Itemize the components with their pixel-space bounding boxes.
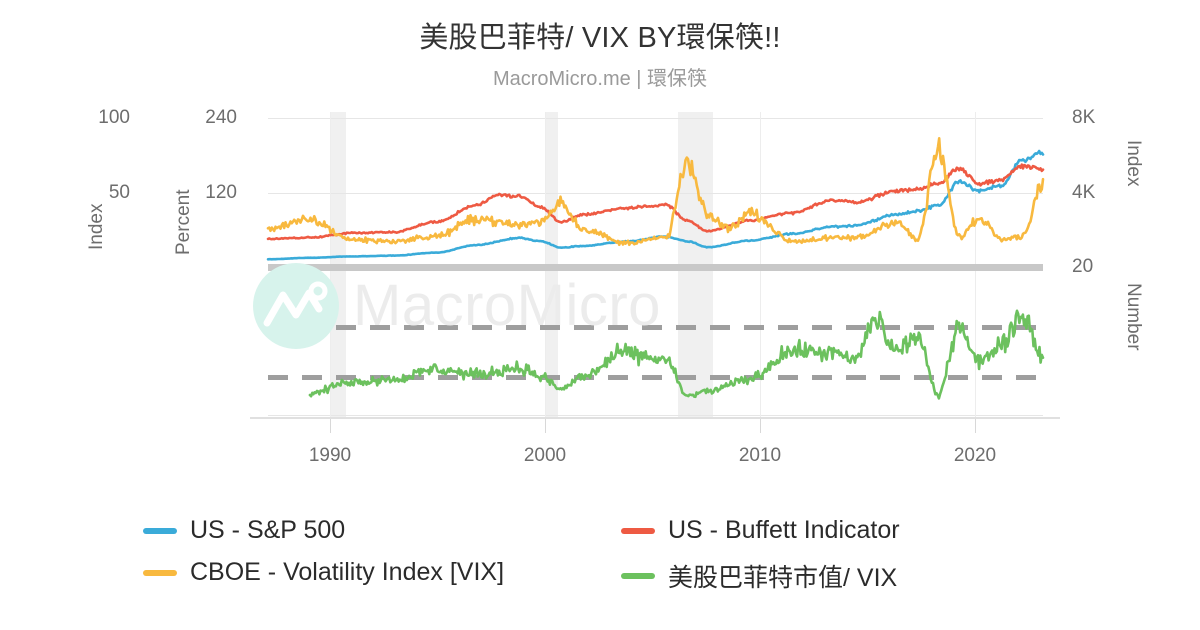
x-tick-label-2010: 2010 [738, 445, 782, 466]
axis-title-left-outer: Index [86, 203, 107, 250]
tick-left-inner-1: 120 [205, 182, 237, 203]
x-tick-mark-1990 [330, 419, 331, 433]
x-tick-mark-2020 [975, 419, 976, 433]
tick-left-outer-1: 50 [108, 182, 130, 203]
gridline-top [268, 118, 1043, 119]
legend-swatch-sp500 [143, 527, 177, 534]
page-subtitle: MacroMicro.me | 環保筷 [492, 68, 708, 90]
x-axis-line [250, 417, 1060, 419]
legend-swatch-buffett-indicator [621, 527, 655, 534]
legend-label-vix: CBOE - Volatility Index [VIX] [190, 558, 505, 586]
x-tick-label-1990: 1990 [308, 445, 352, 466]
axis-title-right-upper: Index [1123, 140, 1144, 187]
reference-line-solid-20 [268, 264, 1043, 271]
tick-right-upper-0: 8K [1072, 107, 1096, 128]
x-tick-label-2000: 2000 [523, 445, 567, 466]
reference-line-dashed-lower [268, 375, 1043, 380]
plot-area [250, 112, 1060, 433]
gridline-mid [268, 193, 1043, 194]
legend-swatch-buffett-over-vix [621, 573, 655, 579]
series-canvas [266, 137, 1045, 400]
legend-swatch-vix [143, 569, 177, 576]
tick-left-outer-0: 100 [98, 107, 130, 128]
x-tick-mark-2000 [545, 419, 546, 433]
axis-title-right-lower: Number [1123, 283, 1144, 351]
tick-left-inner-0: 240 [205, 107, 237, 128]
legend-label-buffett-indicator: US - Buffett Indicator [668, 516, 900, 544]
series-line-US - Buffett Indicator [266, 163, 1045, 241]
legend-item-buffett-over-vix[interactable]: 美股巴菲特市值/ VIX [621, 558, 897, 594]
legend-item-vix[interactable]: CBOE - Volatility Index [VIX] [143, 558, 504, 587]
gridline-bottom [268, 415, 1043, 416]
tick-right-lower-0: 20 [1072, 256, 1094, 277]
tick-right-upper-1: 4K [1072, 182, 1096, 203]
series-line-美股巴菲特市值/ VIX [308, 309, 1045, 400]
reference-line-dashed-upper [268, 325, 1043, 330]
legend-item-buffett-indicator[interactable]: US - Buffett Indicator [621, 516, 900, 545]
x-tick-label-2020: 2020 [953, 445, 997, 466]
series-line-CBOE - Volatility Index [VIX] [266, 137, 1045, 247]
legend-label-sp500: US - S&P 500 [190, 516, 346, 544]
page-title: 美股巴菲特/ VIX BY環保筷!! [419, 22, 781, 54]
legend-label-buffett-over-vix: 美股巴菲特市值/ VIX [668, 564, 898, 592]
x-tick-mark-2010 [760, 419, 761, 433]
legend-item-sp500[interactable]: US - S&P 500 [143, 516, 345, 545]
